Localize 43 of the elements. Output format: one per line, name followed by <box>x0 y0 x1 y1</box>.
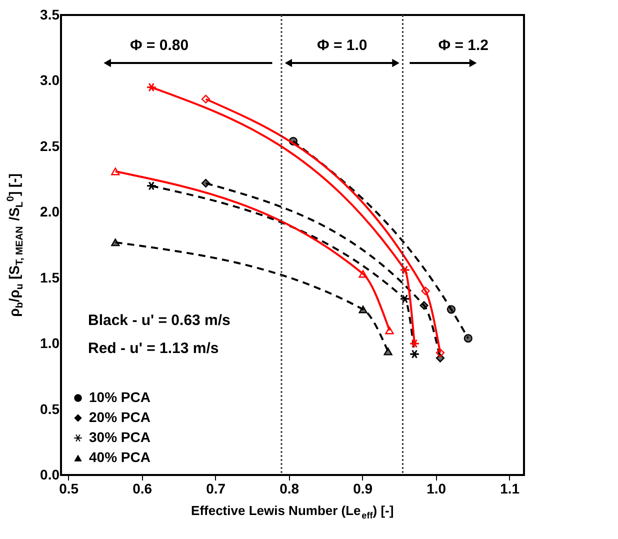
point <box>111 168 120 176</box>
legend-label: 40% PCA <box>89 449 150 465</box>
point <box>436 348 445 358</box>
point <box>146 83 156 92</box>
y-tick-label: 1.0 <box>40 335 60 352</box>
legend-label: 10% PCA <box>89 389 150 405</box>
y-tick-label: 3.5 <box>40 6 60 22</box>
point <box>400 266 410 274</box>
x-tick-label: 0.9 <box>353 480 373 496</box>
point <box>358 270 368 278</box>
annotation: Φ = 1.0 <box>316 37 368 54</box>
point <box>420 301 428 310</box>
annotation: Black - u' = 0.63 m/s <box>88 312 230 329</box>
point <box>201 178 210 188</box>
x-tick-label: 0.5 <box>59 480 79 496</box>
point <box>410 339 419 348</box>
point <box>421 286 430 296</box>
x-tick-label: 1.1 <box>500 480 520 496</box>
point <box>385 326 394 334</box>
x-tick-label: 0.8 <box>280 480 300 496</box>
point <box>384 348 392 356</box>
point <box>446 305 456 314</box>
x-tick-label: 0.6 <box>132 480 152 496</box>
legend-label: 20% PCA <box>89 409 150 425</box>
x-tick-label: 1.0 <box>426 480 446 496</box>
text: ρb/ρu [ST, MEAN /SL0] [-] <box>5 173 26 317</box>
point <box>146 182 156 190</box>
y-tick-label: 1.5 <box>40 269 60 286</box>
y-tick-label: 0.5 <box>40 400 60 417</box>
point <box>358 306 368 314</box>
y-tick-label: 0.0 <box>40 466 60 482</box>
point <box>111 238 120 246</box>
point <box>201 94 210 104</box>
annotation: Φ = 1.2 <box>438 37 488 54</box>
x-tick-label: 0.7 <box>206 480 226 496</box>
point <box>410 350 419 358</box>
annotation: Red - u' = 1.13 m/s <box>88 340 219 357</box>
y-tick-label: 2.0 <box>40 204 60 220</box>
point <box>464 334 472 343</box>
y-tick-label: 2.5 <box>40 138 60 154</box>
annotation: Φ = 0.80 <box>130 37 189 54</box>
legend-label: 30% PCA <box>89 429 150 445</box>
y-tick-label: 3.0 <box>40 72 60 88</box>
